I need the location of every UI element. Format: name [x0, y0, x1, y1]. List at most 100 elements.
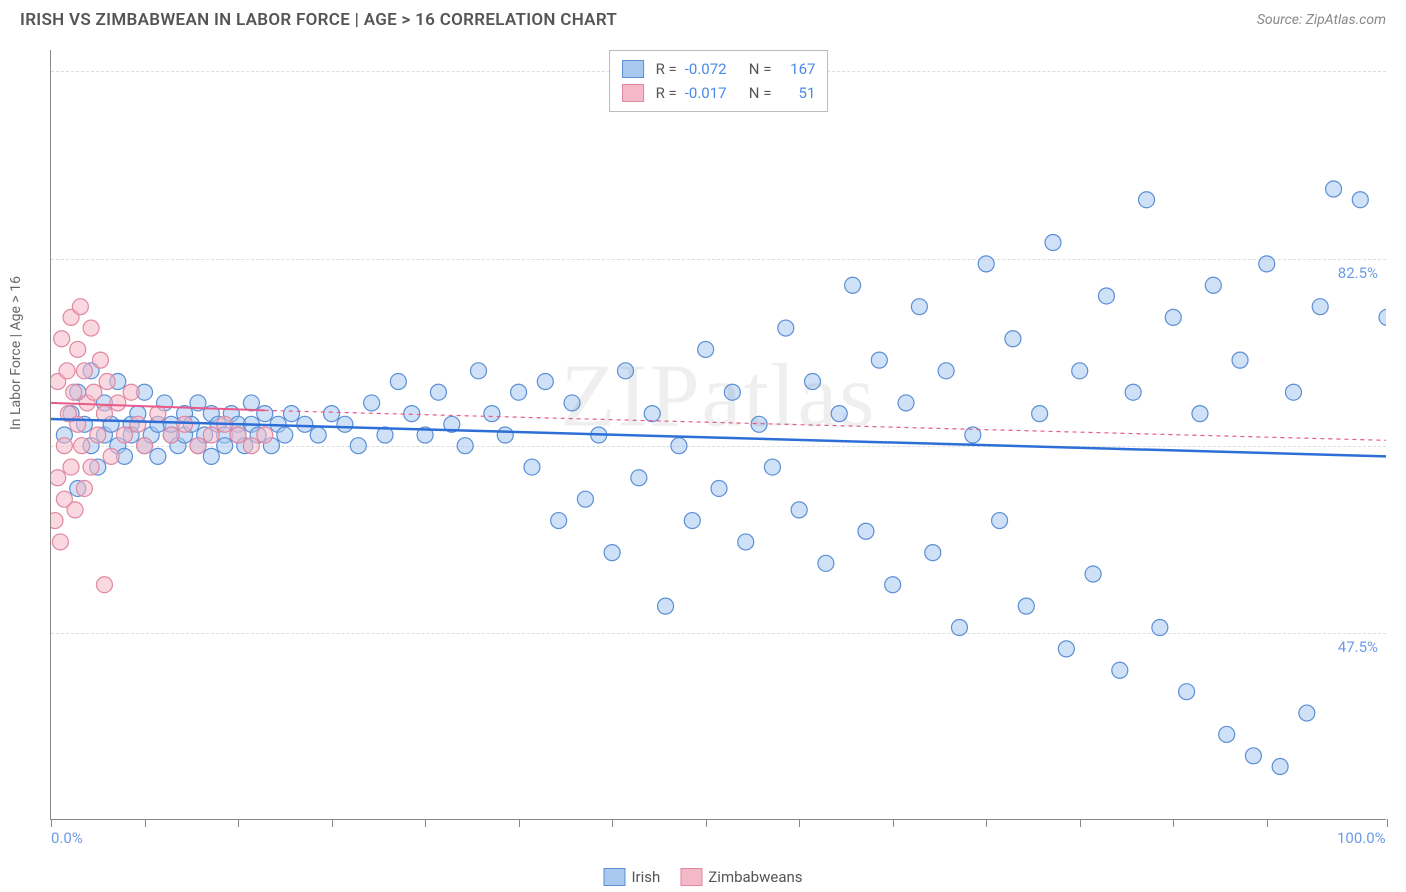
x-tick — [425, 819, 426, 827]
data-point — [72, 299, 88, 315]
data-point — [324, 406, 340, 422]
data-point — [76, 480, 92, 496]
data-point — [604, 545, 620, 561]
data-point — [364, 395, 380, 411]
data-point — [577, 491, 593, 507]
data-point — [230, 427, 246, 443]
stats-legend-box: R =-0.072N =167R =-0.017N =51 — [609, 50, 829, 112]
data-point — [110, 395, 126, 411]
data-point — [978, 256, 994, 272]
r-value: -0.017 — [685, 81, 737, 105]
data-point — [885, 577, 901, 593]
data-point — [1032, 406, 1048, 422]
data-point — [1085, 566, 1101, 582]
data-point — [1125, 384, 1141, 400]
data-point — [684, 513, 700, 529]
legend-swatch — [622, 84, 644, 102]
data-point — [177, 416, 193, 432]
data-point — [1018, 598, 1034, 614]
data-point — [1259, 256, 1275, 272]
data-point — [805, 374, 821, 390]
data-point — [52, 534, 68, 550]
data-point — [86, 384, 102, 400]
data-point — [116, 427, 132, 443]
data-point — [337, 416, 353, 432]
r-label: R = — [656, 57, 677, 81]
data-point — [831, 406, 847, 422]
chart-title: IRISH VS ZIMBABWEAN IN LABOR FORCE | AGE… — [20, 10, 617, 30]
x-tick — [1267, 819, 1268, 827]
series-name: Irish — [631, 868, 660, 886]
data-point — [1179, 684, 1195, 700]
data-point — [617, 363, 633, 379]
data-point — [190, 438, 206, 454]
data-point — [1312, 299, 1328, 315]
data-point — [537, 374, 553, 390]
data-point — [1098, 288, 1114, 304]
data-point — [1352, 192, 1368, 208]
data-point — [163, 427, 179, 443]
data-point — [457, 438, 473, 454]
data-point — [277, 427, 293, 443]
data-point — [644, 406, 660, 422]
data-point — [63, 459, 79, 475]
x-tick-label: 0.0% — [51, 829, 83, 847]
data-point — [76, 363, 92, 379]
chart-header: IRISH VS ZIMBABWEAN IN LABOR FORCE | AGE… — [0, 0, 1406, 38]
data-point — [83, 320, 99, 336]
data-point — [310, 427, 326, 443]
x-tick — [51, 819, 52, 827]
x-tick — [799, 819, 800, 827]
data-point — [778, 320, 794, 336]
data-point — [818, 555, 834, 571]
x-tick — [332, 819, 333, 827]
stats-legend-row: R =-0.017N =51 — [622, 81, 816, 105]
data-point — [791, 502, 807, 518]
data-point — [764, 459, 780, 475]
data-point — [257, 406, 273, 422]
data-point — [137, 438, 153, 454]
data-point — [751, 416, 767, 432]
data-point — [1379, 309, 1386, 325]
data-point — [1072, 363, 1088, 379]
data-point — [99, 374, 115, 390]
data-point — [1285, 384, 1301, 400]
x-tick — [519, 819, 520, 827]
r-label: R = — [656, 81, 677, 105]
data-point — [390, 374, 406, 390]
x-tick — [893, 819, 894, 827]
data-point — [992, 513, 1008, 529]
data-point — [658, 598, 674, 614]
data-point — [74, 438, 90, 454]
data-point — [1005, 331, 1021, 347]
legend-swatch — [603, 868, 625, 886]
data-point — [497, 427, 513, 443]
chart-plot-area: R =-0.072N =167R =-0.017N =51 ZIPatlas 4… — [50, 50, 1386, 820]
n-label: N = — [749, 81, 772, 105]
data-point — [1272, 759, 1288, 775]
data-point — [123, 384, 139, 400]
data-point — [671, 438, 687, 454]
data-point — [430, 384, 446, 400]
chart-source: Source: ZipAtlas.com — [1257, 12, 1386, 28]
x-tick — [1173, 819, 1174, 827]
x-tick — [986, 819, 987, 827]
data-point — [67, 502, 83, 518]
data-point — [511, 384, 527, 400]
data-point — [297, 416, 313, 432]
data-point — [858, 523, 874, 539]
data-point — [92, 352, 108, 368]
data-point — [911, 299, 927, 315]
x-tick — [706, 819, 707, 827]
data-point — [51, 470, 66, 486]
data-point — [724, 384, 740, 400]
data-point — [698, 341, 714, 357]
data-point — [243, 438, 259, 454]
data-point — [898, 395, 914, 411]
data-point — [130, 416, 146, 432]
data-point — [738, 534, 754, 550]
data-point — [96, 577, 112, 593]
data-point — [103, 448, 119, 464]
x-tick — [145, 819, 146, 827]
data-point — [1219, 726, 1235, 742]
